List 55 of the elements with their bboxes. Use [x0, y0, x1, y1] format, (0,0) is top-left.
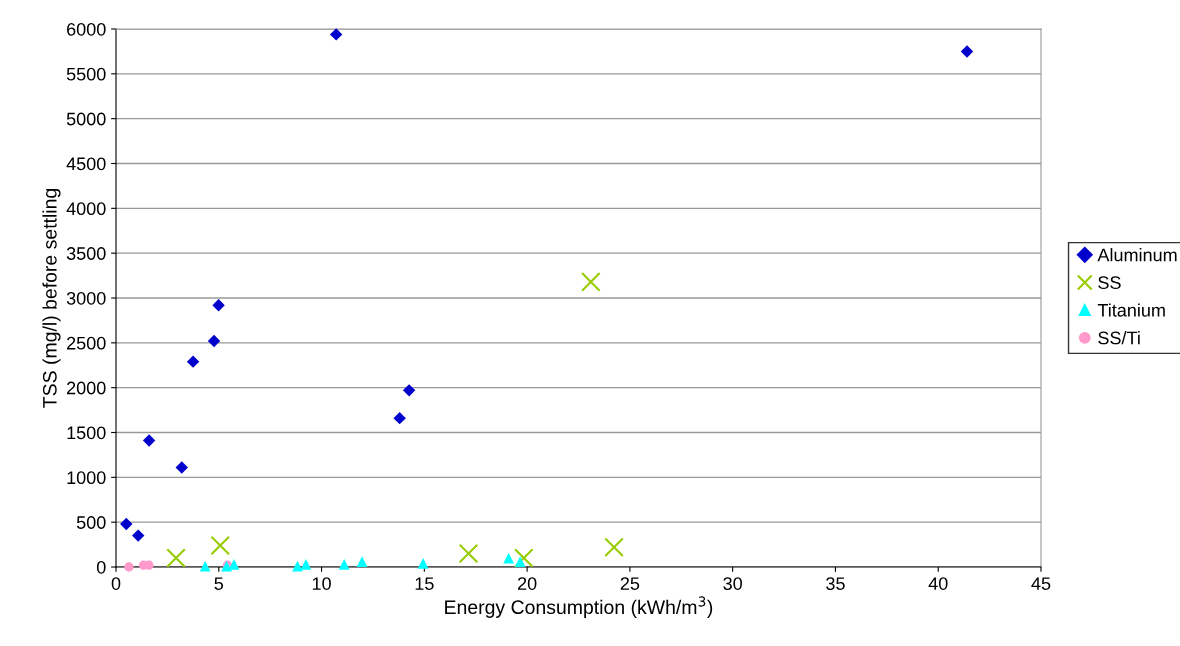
- point: [514, 548, 534, 568]
- y-tick-label: 5000: [66, 112, 106, 126]
- y-tick-label: 5500: [66, 67, 106, 81]
- point: [356, 556, 368, 567]
- x-tick-label: 20: [517, 577, 537, 590]
- point: [131, 529, 145, 542]
- x-tick-label: 25: [620, 577, 640, 590]
- legend-label: SS: [1098, 276, 1121, 290]
- point: [960, 45, 974, 58]
- y-tick-label: 3000: [66, 291, 106, 305]
- y-tick-label: 1500: [67, 426, 106, 440]
- point: [207, 334, 221, 348]
- point: [186, 355, 200, 368]
- x-tick-label: 10: [312, 577, 331, 590]
- y-tick-label: 3500: [66, 247, 106, 260]
- point: [142, 434, 156, 447]
- point: [210, 535, 231, 556]
- point: [503, 552, 514, 564]
- x-tick-label: 0: [111, 577, 121, 590]
- point: [514, 556, 526, 567]
- point: [417, 558, 429, 569]
- x-tick-label: 45: [1031, 577, 1051, 590]
- x-tick-label: 5: [214, 577, 224, 590]
- point: [166, 548, 186, 568]
- y-tick-label: 500: [76, 516, 106, 529]
- legend-label: Titanium: [1097, 303, 1165, 317]
- point: [581, 272, 601, 292]
- y-tick-label: 6000: [67, 22, 106, 36]
- point: [402, 384, 416, 397]
- legend-label: SS/Ti: [1098, 331, 1140, 345]
- y-tick-label: 2000: [67, 381, 106, 395]
- y-tick-label: 2500: [67, 336, 106, 350]
- y-tick-label: 4500: [66, 157, 106, 171]
- point: [228, 558, 240, 570]
- point: [604, 537, 624, 558]
- point: [175, 461, 188, 474]
- x-tick-label: 40: [928, 577, 948, 590]
- point: [338, 558, 350, 570]
- point: [120, 517, 133, 531]
- x-axis-title: Energy Consumption (kWh/m$^{3}$): [445, 596, 713, 618]
- point: [199, 560, 211, 572]
- y-tick-label: 1000: [67, 471, 106, 485]
- point: [393, 411, 406, 425]
- legend-label: Aluminum: [1097, 248, 1177, 262]
- y-tick-label: 0: [96, 560, 106, 574]
- point: [458, 543, 479, 564]
- x-tick-label: 35: [826, 577, 845, 590]
- point: [212, 298, 225, 312]
- point: [300, 558, 312, 570]
- y-axis-title: TSS (mg/l) before settling: [42, 189, 61, 408]
- point: [329, 28, 343, 41]
- x-tick-label: 30: [723, 577, 742, 590]
- y-tick-label: 4000: [66, 202, 106, 216]
- x-tick-label: 15: [415, 577, 434, 590]
- point: [124, 562, 134, 572]
